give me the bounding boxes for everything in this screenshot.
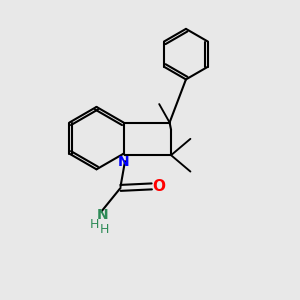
Text: N: N [118, 155, 129, 169]
Text: H: H [100, 223, 110, 236]
Text: N: N [97, 208, 109, 222]
Text: O: O [152, 179, 165, 194]
Text: H: H [90, 218, 99, 231]
